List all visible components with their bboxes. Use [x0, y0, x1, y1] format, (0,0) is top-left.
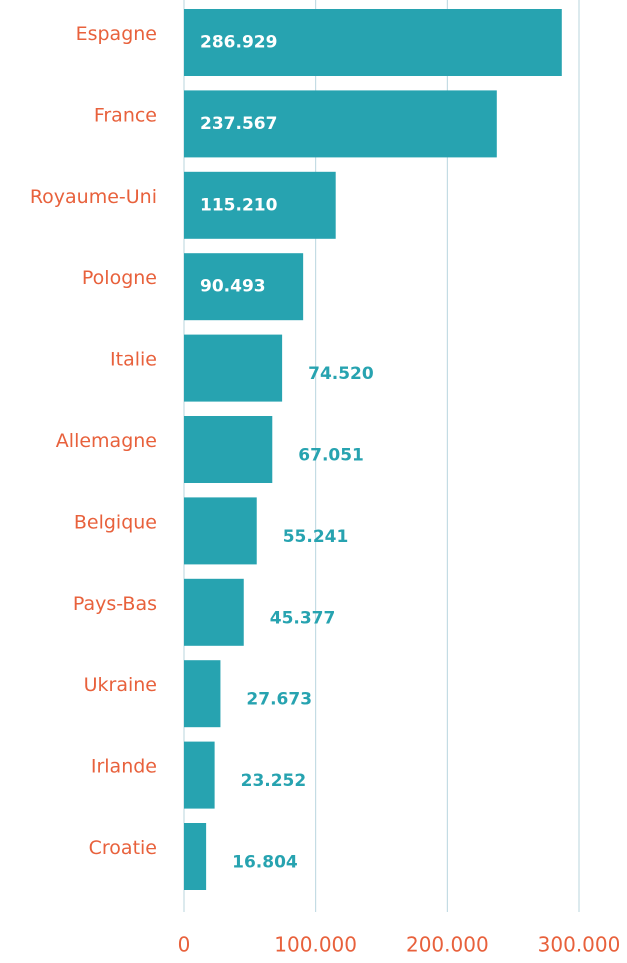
value-label: 115.210	[200, 195, 278, 215]
value-label: 90.493	[200, 277, 266, 297]
bar	[184, 823, 207, 890]
category-label: Croatie	[89, 837, 157, 859]
category-label: Allemagne	[56, 430, 157, 452]
category-label: Pays-Bas	[73, 593, 157, 615]
category-label: Belgique	[74, 511, 157, 533]
x-tick-label: 100.000	[274, 933, 357, 957]
value-label: 74.520	[308, 364, 374, 384]
bar	[184, 90, 497, 158]
value-label: 237.567	[200, 114, 277, 134]
category-label: France	[94, 104, 157, 126]
bar	[184, 741, 215, 809]
value-label: 16.804	[232, 853, 298, 873]
bar	[184, 578, 244, 646]
bar	[184, 416, 273, 483]
value-label: 23.252	[241, 771, 307, 791]
bar	[184, 253, 304, 321]
bar	[184, 497, 257, 565]
category-label: Pologne	[82, 267, 157, 289]
bar	[184, 660, 221, 728]
x-tick-label: 0	[178, 933, 191, 957]
x-tick-label: 300.000	[538, 933, 621, 957]
category-label: Royaume-Uni	[30, 186, 157, 208]
bar	[184, 334, 283, 402]
category-label: Italie	[110, 349, 157, 371]
value-label: 55.241	[283, 527, 349, 547]
value-label: 286.929	[200, 33, 277, 53]
bar	[184, 171, 336, 239]
value-label: 45.377	[270, 608, 336, 628]
category-label: Irlande	[91, 756, 157, 778]
x-tick-label: 200.000	[406, 933, 489, 957]
value-label: 27.673	[246, 690, 312, 710]
value-label: 67.051	[298, 446, 364, 466]
category-label: Espagne	[76, 23, 157, 45]
category-label: Ukraine	[84, 674, 157, 696]
bar	[184, 9, 562, 76]
